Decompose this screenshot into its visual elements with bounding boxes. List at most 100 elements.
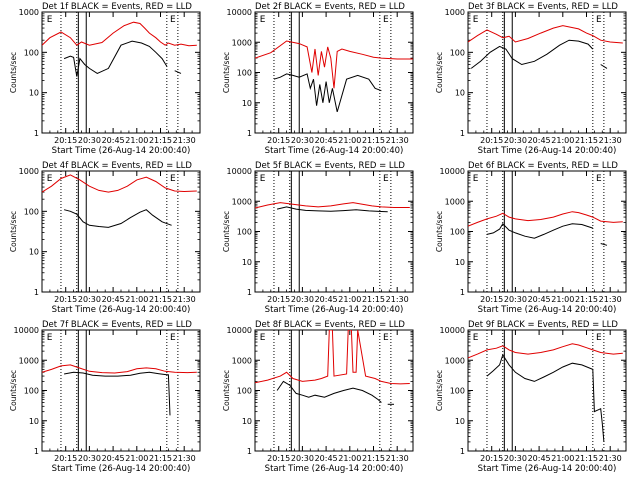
y-tick-label: 1 [247,288,252,297]
x-tick-label: 21:15 [362,136,385,145]
panel-title: Det 4f BLACK = Events, RED = LLD [42,161,192,171]
y-tick-label: 10 [455,417,465,426]
detector-panel: 1 10 100 1000 20:15 20:30 20:45 21:00 21:15 21:30… [9,161,201,315]
x-tick-label: 21:30 [599,295,622,304]
x-tick-label: 20:15 [480,454,503,463]
x-axis-label: Start Time (26-Aug-14 20:00:40) [478,305,617,315]
y-tick-label: 10 [242,99,252,108]
y-tick-label: 100 [24,48,39,57]
panel-title: Det 8f BLACK = Events, RED = LLD [255,320,405,330]
y-tick-label: 1000 [19,356,39,365]
y-tick-label: 1 [34,288,39,297]
y-tick-label: 10000 [14,326,39,335]
y-tick-label: 1000 [232,356,252,365]
lld-series-line [468,343,623,359]
x-tick-label: 20:45 [315,136,338,145]
x-tick-label: 20:15 [54,136,77,145]
y-tick-label: 100 [450,228,465,237]
detector-panel: 1 10 100 1000 10000 20:15 20:30 20:45 21:00 21:15… [222,320,414,474]
events-series-line [486,353,605,442]
y-tick-label: 1 [460,447,465,456]
y-tick-label: 1000 [232,197,252,206]
event-marker-label: E [170,174,176,184]
y-tick-label: 1 [247,129,252,138]
y-tick-label: 10000 [440,167,465,176]
y-tick-label: 10 [455,89,465,98]
panel-title: Det 3f BLACK = Events, RED = LLD [468,2,618,12]
y-tick-label: 1 [460,288,465,297]
x-tick-label: 20:45 [315,454,338,463]
x-tick-label: 21:15 [362,454,385,463]
detector-panel: 1 10 100 1000 10000 20:15 20:30 20:45 21:00 21:15… [435,161,627,315]
x-tick-label: 21:00 [338,136,361,145]
y-tick-label: 100 [237,228,252,237]
x-tick-label: 21:15 [575,454,598,463]
plot-frame [41,11,201,134]
x-tick-label: 20:45 [102,136,125,145]
x-axis-label: Start Time (26-Aug-14 20:00:40) [52,305,191,315]
event-marker-label: E [383,174,389,184]
event-marker-label: E [383,333,389,343]
x-tick-label: 20:15 [54,454,77,463]
event-marker-label: E [383,15,389,25]
y-tick-label: 1 [460,129,465,138]
x-axis-label: Start Time (26-Aug-14 20:00:40) [52,146,191,156]
x-axis-label: Start Time (26-Aug-14 20:00:40) [265,146,404,156]
y-tick-label: 1000 [445,197,465,206]
event-marker-label: E [47,333,53,343]
panel-title: Det 5f BLACK = Events, RED = LLD [255,161,405,171]
plot-frame [254,329,414,452]
y-tick-label: 1 [34,447,39,456]
event-marker-label: E [596,15,602,25]
event-marker-label: E [596,333,602,343]
panel-title: Det 1f BLACK = Events, RED = LLD [42,2,192,12]
lld-series-line [42,364,197,374]
x-axis-label: Start Time (26-Aug-14 20:00:40) [265,464,404,474]
x-tick-label: 21:30 [173,295,196,304]
x-axis-label: Start Time (26-Aug-14 20:00:40) [478,146,617,156]
x-tick-label: 20:15 [267,454,290,463]
plot-frame [41,329,201,452]
events-series-line [470,39,594,69]
x-tick-label: 20:30 [78,136,101,145]
y-tick-label: 10 [242,258,252,267]
events-series-tail [174,70,182,74]
y-axis-label: Counts/sec [9,211,18,252]
detector-panel: 1 10 100 1000 10000 20:15 20:30 20:45 21:00 21:15… [222,2,414,156]
event-marker-label: E [260,333,266,343]
x-tick-label: 20:15 [267,136,290,145]
x-tick-label: 20:15 [267,295,290,304]
y-tick-label: 100 [237,387,252,396]
lld-series-line [468,25,623,44]
detector-panel: 1 10 100 1000 10000 20:15 20:30 20:45 21:00 21:15… [222,161,414,315]
x-tick-label: 21:00 [338,295,361,304]
detector-panel: 1 10 100 1000 10000 20:15 20:30 20:45 21:00 21:15… [9,320,201,474]
x-tick-label: 21:30 [173,136,196,145]
events-series-line [63,40,168,77]
y-tick-label: 1 [34,129,39,138]
lld-series-line [255,202,410,209]
plot-frame [467,329,627,452]
events-series-tail [600,243,608,246]
event-marker-label: E [473,174,479,184]
x-tick-label: 21:00 [551,454,574,463]
y-tick-label: 10 [455,258,465,267]
y-tick-label: 1000 [445,356,465,365]
y-tick-label: 10000 [227,8,252,17]
x-tick-label: 21:30 [386,136,409,145]
x-tick-label: 21:00 [551,136,574,145]
y-axis-label: Counts/sec [435,52,444,93]
y-tick-label: 10 [29,248,39,257]
x-tick-label: 21:15 [362,295,385,304]
detector-panel: 1 10 100 1000 20:15 20:30 20:45 21:00 21:15 21:30… [9,2,201,156]
x-tick-label: 20:45 [102,295,125,304]
y-tick-label: 1000 [232,38,252,47]
y-tick-label: 10000 [227,326,252,335]
x-tick-label: 21:00 [125,136,148,145]
x-tick-label: 21:00 [125,454,148,463]
y-tick-label: 10 [29,417,39,426]
x-tick-label: 21:15 [575,295,598,304]
